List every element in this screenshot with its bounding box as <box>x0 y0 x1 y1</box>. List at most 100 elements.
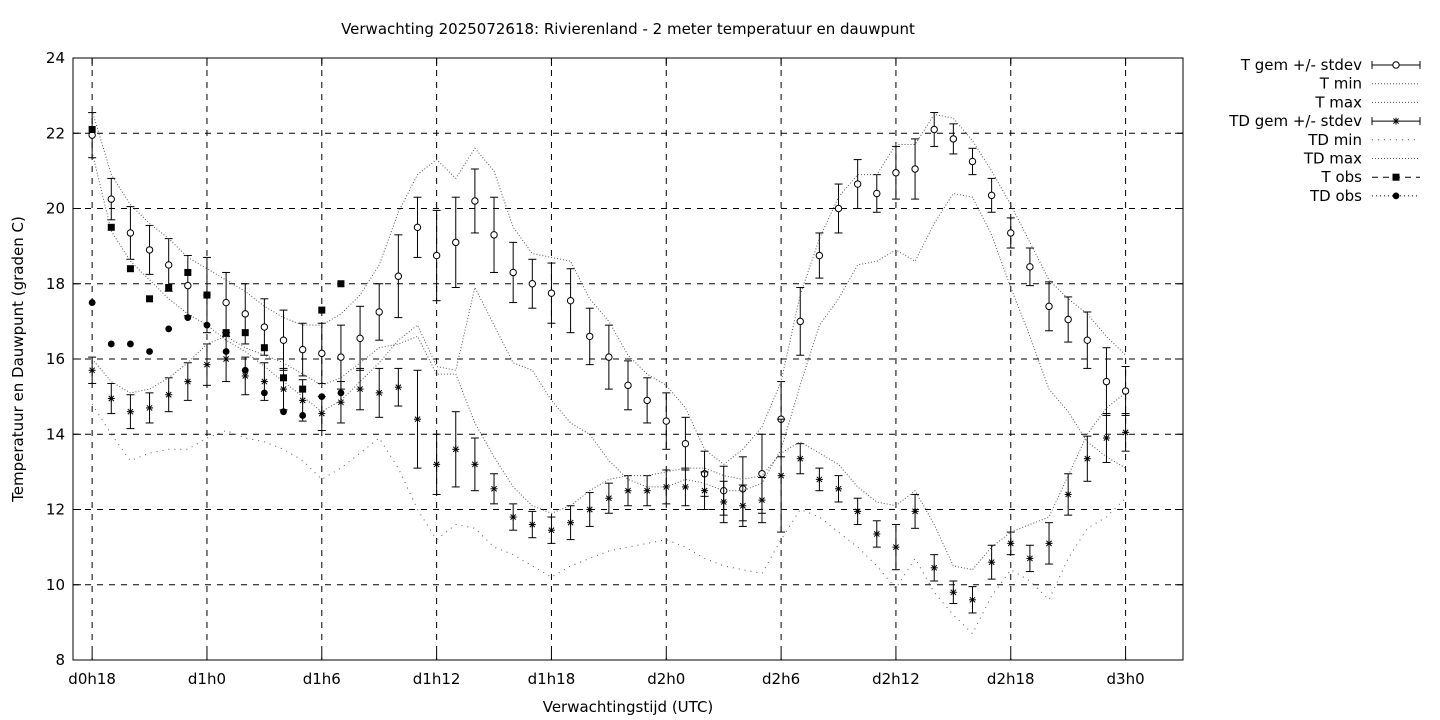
legend-label: T min <box>1319 75 1362 93</box>
td-mean-point <box>815 475 823 483</box>
td-mean-point <box>413 415 421 423</box>
td-mean-point <box>605 494 613 502</box>
td-mean-point <box>777 472 785 480</box>
td-mean-point <box>586 506 594 513</box>
t-mean-point <box>662 417 670 425</box>
td-mean-point <box>299 396 307 404</box>
t-mean-point <box>873 189 881 198</box>
td-mean-point <box>146 404 154 412</box>
t-mean-point <box>452 238 460 247</box>
legend-entry: TD max <box>1303 150 1420 168</box>
td-mean-point <box>394 383 402 391</box>
y-axis: 8 10 12 14 16 18 20 22 24 <box>46 49 1183 669</box>
td-mean-point <box>854 507 862 515</box>
t-mean-point <box>547 289 556 297</box>
td-mean-point <box>701 487 709 495</box>
td-obs-point <box>127 340 134 348</box>
td-mean-point <box>1007 539 1015 547</box>
td-mean-point <box>624 487 632 495</box>
td-mean-point <box>433 460 441 468</box>
t-mean-point <box>1083 336 1092 344</box>
td-mean-point <box>988 558 996 566</box>
x-tick-label: d0h18 <box>68 670 116 688</box>
t-mean-point <box>758 470 766 478</box>
td-mean-point <box>930 564 938 572</box>
y-tick-label: 18 <box>46 275 65 293</box>
series-layer <box>88 110 1130 635</box>
td-mean-point <box>1064 490 1072 498</box>
td-mean-point <box>720 498 728 506</box>
legend-label: TD min <box>1307 131 1362 149</box>
legend-entry: TD gem +/- stdev <box>1228 112 1421 130</box>
t-mean-point <box>930 125 938 134</box>
td-obs-point <box>184 314 192 322</box>
t-obs-point <box>107 223 115 231</box>
x-tick-label: d2h6 <box>762 670 800 688</box>
x-tick-label: d2h12 <box>872 670 920 688</box>
legend-marker <box>1392 61 1400 69</box>
t-mean-point <box>413 223 422 232</box>
t-mean-point <box>471 197 479 205</box>
td-obs-point <box>222 348 230 355</box>
t-mean-point <box>1026 263 1034 271</box>
legend-marker <box>1392 117 1400 125</box>
legend-entry: T min <box>1319 75 1420 93</box>
t-mean-point <box>853 180 862 188</box>
x-tick-label: d1h6 <box>303 670 341 688</box>
x-tick-label: d3h0 <box>1107 670 1145 688</box>
td-obs-point <box>337 389 345 397</box>
legend-entry: T max <box>1314 93 1420 111</box>
t-mean-point <box>337 353 345 361</box>
t-mean-point <box>222 298 230 307</box>
series-1-line <box>91 151 1126 492</box>
t-obs-point <box>299 385 307 393</box>
td-mean-point <box>739 502 747 510</box>
t-mean-point <box>624 381 632 390</box>
td-obs-point <box>146 348 153 355</box>
td-mean-point <box>509 513 517 521</box>
t-mean-point <box>356 334 364 343</box>
td-obs-point <box>280 408 287 416</box>
td-mean-point <box>681 483 689 491</box>
td-mean-point <box>203 361 211 369</box>
y-tick-label: 22 <box>46 124 65 142</box>
t-mean-point <box>815 251 824 260</box>
y-tick-label: 10 <box>46 576 65 594</box>
series-4-line <box>91 403 1126 635</box>
td-obs-point <box>241 366 249 374</box>
td-mean-point <box>88 366 96 374</box>
legend-entry: T obs <box>1321 168 1420 186</box>
t-mean-point <box>107 195 115 203</box>
y-tick-label: 14 <box>46 425 65 443</box>
t-mean-point <box>968 157 977 166</box>
td-mean-point <box>260 378 268 386</box>
t-mean-point <box>279 336 288 344</box>
t-mean-point <box>394 272 403 280</box>
td-mean-point <box>222 355 230 363</box>
t-mean-point <box>126 229 135 237</box>
td-mean-point <box>892 543 900 551</box>
t-obs-point <box>318 306 326 314</box>
td-mean-point <box>280 385 288 393</box>
t-mean-point <box>911 165 919 173</box>
td-obs-point <box>260 389 268 397</box>
legend-marker <box>1392 173 1400 181</box>
y-axis-label: Temperatuur en Dauwpunt (graden C) <box>9 216 27 503</box>
td-mean-point <box>835 485 843 493</box>
td-mean-point <box>911 507 919 515</box>
legend-label: TD obs <box>1309 187 1362 205</box>
legend-entry: T gem +/- stdev <box>1240 56 1421 74</box>
td-obs-point <box>299 412 307 419</box>
t-obs-point <box>337 280 345 288</box>
td-mean-point <box>662 483 670 491</box>
td-mean-point <box>165 391 173 399</box>
td-obs-point <box>318 393 326 401</box>
x-tick-label: d1h0 <box>188 670 226 688</box>
legend-marker <box>1392 192 1400 200</box>
td-mean-point <box>471 460 479 468</box>
td-mean-point <box>356 385 364 393</box>
grid <box>73 58 1183 660</box>
td-obs-point <box>88 299 96 306</box>
t-mean-point <box>987 191 996 200</box>
